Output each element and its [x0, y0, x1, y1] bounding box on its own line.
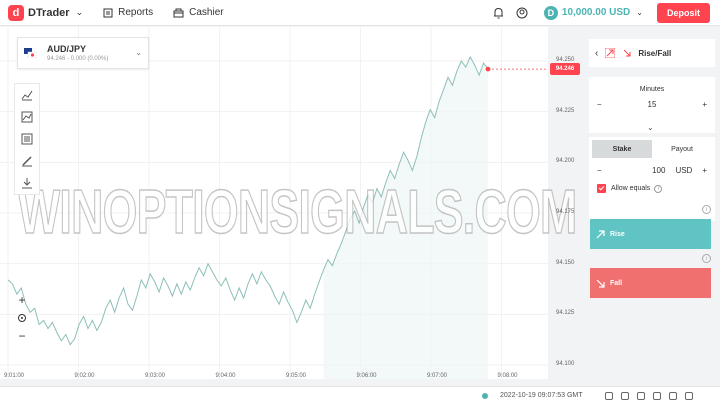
duration-widget: Minutes − 15 + ⌄ — [589, 77, 715, 133]
x-tick-label: 9:01:00 — [4, 373, 25, 379]
indicators-icon[interactable] — [21, 106, 33, 128]
nav-reports-label: Reports — [118, 7, 154, 18]
fall-arrow-icon — [596, 279, 605, 288]
responsible-trading-icon[interactable] — [684, 391, 693, 400]
chart-type-icon[interactable] — [21, 84, 33, 106]
x-tick-label: 9:05:00 — [286, 373, 307, 379]
chart-canvas[interactable] — [0, 27, 548, 379]
reports-icon — [103, 8, 113, 17]
y-tick-label: 94.100 — [556, 361, 575, 367]
chat-icon[interactable] — [604, 391, 613, 400]
fall-arrow-icon — [623, 49, 631, 57]
nav-cashier-label: Cashier — [189, 7, 224, 18]
connection-status-icon — [482, 392, 488, 399]
x-tick-label: 9:03:00 — [145, 373, 166, 379]
allow-equals-checkbox[interactable] — [597, 184, 606, 193]
zoom-in-button[interactable]: + — [18, 293, 26, 307]
tab-payout[interactable]: Payout — [671, 145, 693, 153]
x-tick-label: 9:04:00 — [215, 373, 236, 379]
nav-cashier[interactable]: Cashier — [173, 7, 224, 18]
stake-increase-button[interactable]: + — [702, 166, 707, 175]
rise-label: Rise — [610, 230, 625, 238]
footer-bar: 2022-10-19 09:07:53 GMT — [0, 386, 720, 404]
fall-label: Fall — [610, 279, 623, 287]
fall-info-icon[interactable]: i — [702, 254, 711, 263]
purchase-rise-button[interactable]: Rise — [590, 219, 711, 249]
allow-equals-label: Allow equals — [611, 185, 651, 192]
zoom-controls: + − — [14, 291, 30, 345]
aud-jpy-flag-icon — [24, 48, 37, 58]
info-icon[interactable]: i — [654, 184, 663, 193]
drawing-tools-icon[interactable] — [21, 150, 33, 172]
download-icon[interactable] — [21, 172, 33, 194]
price-area — [323, 56, 488, 379]
nav-reports[interactable]: Reports — [103, 7, 153, 18]
trade-panel: ‹ Rise/Fall Minutes − 15 + ⌄ Stake Payou… — [587, 27, 720, 379]
stake-input[interactable]: 100 — [652, 166, 666, 175]
x-tick-label: 9:06:00 — [356, 373, 377, 379]
duration-value[interactable]: 15 — [647, 100, 657, 109]
tab-stake[interactable]: Stake — [592, 140, 652, 158]
y-tick-label: 94.125 — [556, 310, 575, 317]
y-tick-label: 94.175 — [556, 209, 575, 215]
templates-icon[interactable] — [21, 128, 33, 150]
chevron-down-icon: ⌄ — [75, 7, 84, 17]
chevron-left-icon: ‹ — [595, 47, 599, 59]
chevron-down-icon: ⌄ — [636, 8, 643, 17]
currency-icon: D — [543, 5, 558, 20]
price-line — [7, 55, 489, 346]
fullscreen-icon[interactable] — [636, 391, 645, 400]
current-price-marker — [485, 66, 491, 72]
bell-icon[interactable] — [493, 7, 504, 19]
y-tick-label: 94.200 — [556, 158, 575, 165]
duration-unit[interactable]: Minutes — [639, 86, 665, 93]
y-tick-label: 94.250 — [556, 57, 575, 63]
rise-arrow-icon — [596, 229, 605, 238]
help-icon[interactable] — [652, 391, 661, 400]
y-tick-label: 94.225 — [556, 107, 575, 114]
asset-name: AUD/JPY — [47, 44, 87, 54]
crosshair-icon[interactable] — [17, 309, 27, 327]
rise-arrow-icon — [605, 48, 616, 58]
server-time: 2022-10-19 09:07:53 GMT — [500, 392, 583, 399]
deposit-button[interactable]: Deposit — [656, 2, 710, 23]
trade-type-label: Rise/Fall — [638, 48, 672, 58]
asset-selector[interactable]: AUD/JPY 94.246 - 0.000 (0.00%) ⌄ — [17, 37, 149, 69]
trade-type-selector[interactable]: ‹ Rise/Fall — [589, 39, 715, 67]
cashier-icon — [173, 8, 184, 17]
chevron-down-icon[interactable]: ⌄ — [647, 123, 654, 132]
x-tick-label: 9:08:00 — [497, 373, 518, 379]
account-icon[interactable] — [516, 7, 528, 19]
current-price-tag: 94.246 — [550, 63, 580, 76]
top-header: d DTrader ⌄ Reports Cashier D 10,000.00 … — [0, 0, 720, 26]
app-name: DTrader — [28, 6, 70, 19]
stake-decrease-button[interactable]: − — [597, 166, 602, 175]
account-balance[interactable]: D 10,000.00 USD ⌄ — [543, 5, 643, 20]
app-menu[interactable]: d DTrader ⌄ — [8, 4, 84, 21]
rise-info-icon[interactable]: i — [702, 205, 711, 214]
settings-icon[interactable] — [668, 391, 677, 400]
asset-quote: 94.246 - 0.000 (0.00%) — [47, 56, 109, 62]
zoom-out-button[interactable]: − — [18, 329, 26, 343]
duration-decrease-button[interactable]: − — [597, 100, 602, 109]
y-tick-label: 94.150 — [556, 259, 575, 266]
chart-toolbar — [14, 83, 40, 195]
x-tick-label: 9:02:00 — [74, 373, 95, 379]
price-chart[interactable]: WINOPTIONSIGNALS.COM AUD/JPY 94.246 - 0.… — [0, 27, 578, 379]
duration-increase-button[interactable]: + — [702, 100, 707, 109]
purchase-fall-button[interactable]: Fall — [590, 268, 711, 298]
balance-amount: 10,000.00 USD — [561, 7, 631, 18]
notifications-icon[interactable] — [620, 391, 629, 400]
allow-equals-row[interactable]: Allow equals i — [589, 184, 715, 193]
stake-currency: USD — [675, 166, 693, 175]
stake-widget: Stake Payout − 100 USD + Allow equals i — [589, 137, 715, 221]
chevron-down-icon: ⌄ — [135, 48, 142, 57]
x-tick-label: 9:07:00 — [427, 373, 448, 379]
deriv-logo-icon: d — [8, 4, 24, 21]
